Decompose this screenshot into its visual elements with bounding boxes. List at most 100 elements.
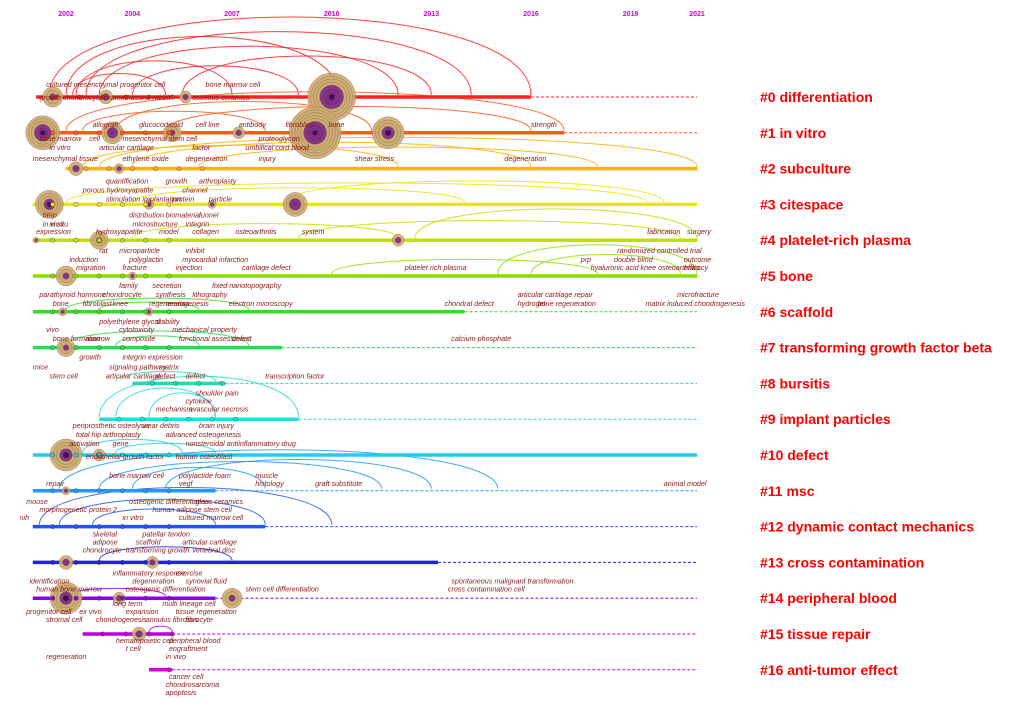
keyword-dot (123, 631, 129, 637)
keyword-label: morphogenetic protein 2 (39, 505, 117, 514)
keyword-dot (73, 345, 79, 350)
citation-arc (284, 180, 665, 203)
citation-arc (148, 625, 173, 633)
keyword-dot (96, 488, 102, 494)
citation-arc (148, 392, 216, 418)
cluster-label: #6 scaffold (760, 304, 833, 320)
keyword-dot (53, 94, 59, 100)
keyword-dot (100, 631, 105, 637)
keyword-dot (143, 345, 149, 350)
keyword-node (58, 555, 74, 570)
keyword-label: family (119, 281, 138, 290)
cluster-label: #8 bursitis (760, 375, 830, 391)
keyword-dot (73, 237, 79, 243)
citation-arc (65, 36, 339, 96)
keyword-label: mesenchymal stem cell (122, 134, 197, 143)
keyword-node (49, 438, 83, 472)
keyword-node (49, 582, 83, 615)
keyword-dot (143, 201, 149, 207)
keyword-label: biomaterial (166, 210, 202, 219)
keyword-dot (143, 452, 149, 458)
keyword-dot (196, 380, 202, 386)
keyword-node (232, 126, 245, 140)
keyword-label: osseous ceramics (192, 93, 250, 102)
keyword-label: mice (33, 363, 48, 372)
keyword-dot (143, 130, 149, 136)
keyword-dot (166, 595, 172, 601)
keyword-label: human adipose stem cell (152, 505, 232, 514)
keyword-dot (50, 560, 56, 565)
keyword-dot (123, 94, 129, 100)
keyword-label: in vitro (122, 513, 143, 522)
keyword-label: microfracture (677, 290, 719, 299)
keyword-label: hematopoietic cell (116, 636, 174, 645)
keyword-node (25, 115, 60, 151)
keyword-label: cultured mesenchymal progenitor cell (46, 80, 165, 89)
keyword-node (131, 626, 147, 642)
keyword-label: factor (192, 143, 211, 152)
keyword-label: annulus fibrosus (146, 615, 199, 624)
keyword-label: hydrogel (518, 299, 546, 308)
keyword-label: skeletal (93, 530, 118, 539)
keyword-dot (50, 273, 56, 279)
keyword-dot (143, 488, 149, 494)
keyword-label: mechanical property (172, 325, 237, 334)
keyword-label: vertebral disc (192, 546, 235, 555)
year-tick-label: 2019 (623, 11, 639, 18)
keyword-label: matrix (159, 363, 179, 372)
cluster-label: #11 msc (760, 483, 815, 499)
keyword-label: injection (176, 263, 202, 272)
citation-arc (331, 258, 598, 275)
keyword-label: integrin expression (122, 353, 182, 362)
citation-arc (98, 45, 399, 96)
keyword-label: strength (531, 120, 557, 129)
citation-arc (115, 101, 373, 131)
keyword-label: expression (36, 227, 71, 236)
keyword-label: gene (112, 439, 128, 448)
keyword-label: brain injury (199, 421, 235, 430)
keyword-label: hyaluronic acid (591, 263, 640, 272)
keyword-label: system (302, 227, 325, 236)
keyword-dot (143, 273, 149, 279)
keyword-label: cultured marrow cell (179, 513, 244, 522)
keyword-dot (166, 345, 172, 350)
keyword-node (146, 556, 159, 569)
keyword-dot (50, 452, 56, 458)
citation-arc (297, 220, 681, 239)
keyword-label: human osteoblast (176, 452, 234, 461)
keyword-label: chondrosarcoma (166, 680, 220, 689)
keyword-label: distribution (129, 210, 164, 219)
keyword-dot (96, 452, 102, 458)
citation-arc (82, 110, 266, 131)
citation-arc (82, 144, 399, 167)
keyword-label: bone (53, 299, 69, 308)
cluster-label: #3 citespace (760, 196, 843, 212)
keyword-label: degeneration (186, 154, 228, 163)
keyword-label: transforming growth (126, 546, 190, 555)
keyword-dot (96, 345, 102, 350)
keyword-label: progenitor cell (25, 607, 72, 616)
keyword-dot (73, 273, 79, 279)
keyword-dot (143, 309, 149, 315)
keyword-node (207, 200, 217, 209)
keyword-label: neurogenesis (166, 299, 210, 308)
citation-arc (65, 330, 250, 346)
keyword-label: model (159, 227, 179, 236)
keyword-label: chondral defect (445, 299, 495, 308)
keyword-dot (50, 524, 56, 529)
keyword-label: nonsteroidal antiinflammatory drug (186, 439, 296, 448)
keyword-dot (73, 488, 79, 494)
keyword-label: bone regeneration (538, 299, 596, 308)
citation-arc (165, 459, 432, 489)
citation-arc (82, 438, 183, 454)
keyword-node (58, 307, 67, 316)
keyword-label: composite (122, 334, 155, 343)
keyword-label: peripheral blood (168, 636, 222, 645)
citation-arc (58, 498, 266, 525)
keyword-label: injury (259, 154, 277, 163)
keyword-label: human bone marrow (36, 584, 103, 593)
keyword-dot (143, 560, 149, 565)
keyword-dot (166, 560, 172, 565)
keyword-dot (166, 524, 172, 529)
keyword-node (113, 163, 125, 174)
